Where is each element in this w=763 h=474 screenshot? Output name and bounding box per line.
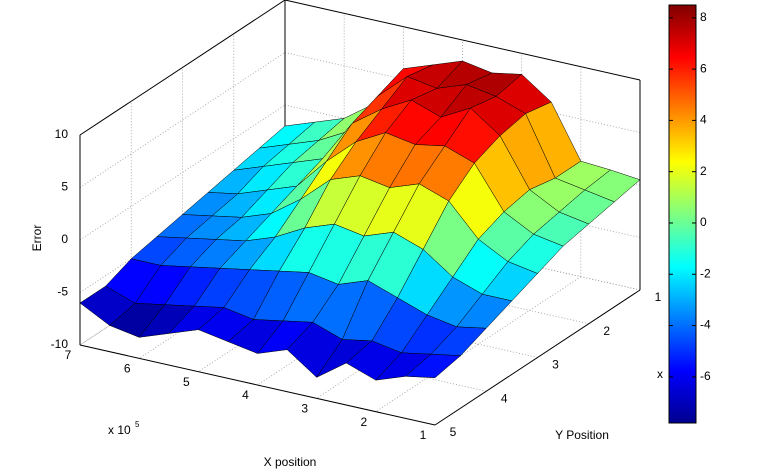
colorbar-tick-label: 0	[700, 215, 707, 229]
grid-line	[284, 52, 641, 133]
axis-line	[79, 0, 286, 136]
axis-line	[79, 344, 436, 426]
colorbar	[668, 4, 697, 424]
colorbar-tick-label: 6	[700, 61, 707, 75]
labels: -10 -5 0 5 10 1 2 3 4 5 6 7 1 2 3 4 5	[51, 127, 662, 442]
colorbar-tick-label: 4	[700, 113, 707, 127]
x-exponent: 5	[135, 420, 140, 429]
grid-line	[257, 249, 463, 386]
axis-line	[284, 0, 641, 81]
x-tick-label: 5	[183, 375, 190, 389]
x-tick-label: 2	[360, 415, 367, 429]
x-tick-label: 1	[420, 428, 427, 442]
surface-patch	[404, 353, 462, 379]
x-tick-label: 4	[242, 388, 249, 402]
colorbar-tick-label: -6	[700, 369, 711, 383]
colorbar-tick-label: 8	[700, 10, 707, 24]
axis-line	[434, 289, 641, 426]
y-tick-label: 1	[655, 290, 662, 304]
surface	[79, 60, 641, 381]
grid-line	[316, 262, 522, 399]
x-axis-label: X position	[264, 455, 317, 469]
z-tick-label: -5	[57, 285, 68, 299]
colorbar-tick-label: 2	[700, 164, 707, 178]
y-tick-label: 5	[450, 425, 457, 439]
colorbar-label: x	[657, 367, 663, 381]
grid-line	[79, 52, 286, 188]
z-tick-label: 0	[61, 232, 68, 246]
grid-line	[138, 222, 345, 359]
z-tick-label: 10	[55, 127, 69, 141]
colorbar-tick-label: -2	[700, 266, 711, 280]
x-multiplier: x 10	[108, 423, 131, 437]
colorbar-tick-label: -4	[700, 318, 711, 332]
y-axis-label: Y Position	[555, 428, 609, 442]
grid-line	[198, 236, 404, 373]
x-tick-label: 3	[301, 402, 308, 416]
y-tick-label: 4	[501, 391, 508, 405]
y-tick-label: 2	[603, 324, 610, 338]
z-tick-label: -10	[51, 337, 69, 351]
x-tick-label: 7	[65, 348, 72, 362]
z-tick-label: 5	[61, 180, 68, 194]
x-tick-label: 6	[124, 362, 131, 376]
y-tick-label: 3	[552, 358, 559, 372]
grid-line	[375, 276, 582, 413]
z-axis-label: Error	[30, 225, 44, 252]
grid-line	[79, 104, 286, 241]
